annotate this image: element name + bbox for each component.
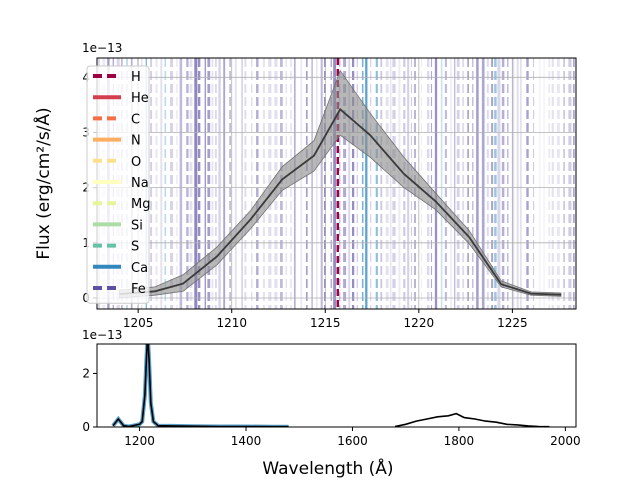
x-tick-label: 1210 [216, 316, 247, 330]
legend-label: H [131, 70, 141, 85]
full-spectrum [111, 344, 550, 427]
bottom-offset-text: 1e−13 [82, 328, 122, 342]
legend-label: N [131, 134, 141, 149]
legend-label: Na [131, 176, 149, 191]
x-tick-label: 1215 [310, 316, 341, 330]
x-tick-label: 2000 [550, 434, 581, 448]
bottom-y-ticks: 02 [82, 366, 97, 434]
x-tick-label: 1800 [444, 434, 475, 448]
legend-label: Fe [131, 282, 146, 297]
legend-label: Ca [131, 261, 148, 276]
top-offset-text: 1e−13 [82, 41, 122, 55]
y-tick-label: 4 [82, 70, 90, 84]
legend-box [86, 65, 150, 304]
mean-line [119, 107, 562, 296]
spectrum-line [394, 412, 550, 427]
y-tick-label: 0 [82, 291, 90, 305]
legend: H He CNO Na Mg Si S Ca Fe [86, 65, 150, 304]
x-tick-label: 1205 [123, 316, 154, 330]
y-tick-label: 3 [82, 125, 90, 139]
x-tick-label: 1400 [231, 434, 262, 448]
y-tick-label: 0 [82, 420, 90, 434]
x-tick-label: 1200 [124, 434, 155, 448]
x-tick-label: 1225 [497, 316, 528, 330]
top-panel: 1205 1210 1215 1220 1225 0 1 2 3 4 1e−13 Flux (e… [32, 41, 577, 330]
bottom-axes-frame [96, 343, 577, 428]
y-tick-label: 1 [82, 236, 90, 250]
x-axis-label: Wavelength (Å) [262, 457, 393, 479]
lya-highlight [111, 344, 289, 427]
mean-spectrum [119, 107, 562, 296]
legend-label: Si [131, 218, 143, 233]
legend-label: He [131, 91, 149, 106]
x-tick-label: 1600 [337, 434, 368, 448]
legend-label: Mg [131, 197, 150, 212]
legend-label: O [131, 155, 141, 170]
legend-label: S [131, 240, 139, 255]
bottom-panel: 1200 1400 1600 1800 2000 02 1e−13 Wavelength… [82, 328, 581, 479]
y-tick-label: 2 [82, 366, 90, 380]
legend-label: C [131, 112, 140, 127]
y-axis-label: Flux (erg/cm²/s/Å) [32, 107, 54, 259]
top-x-ticks: 1205 1210 1215 1220 1225 [123, 309, 528, 330]
bottom-x-ticks: 1200 1400 1600 1800 2000 [124, 427, 581, 448]
x-tick-label: 1220 [404, 316, 435, 330]
spectrum-line [112, 344, 289, 427]
y-tick-label: 2 [82, 181, 90, 195]
